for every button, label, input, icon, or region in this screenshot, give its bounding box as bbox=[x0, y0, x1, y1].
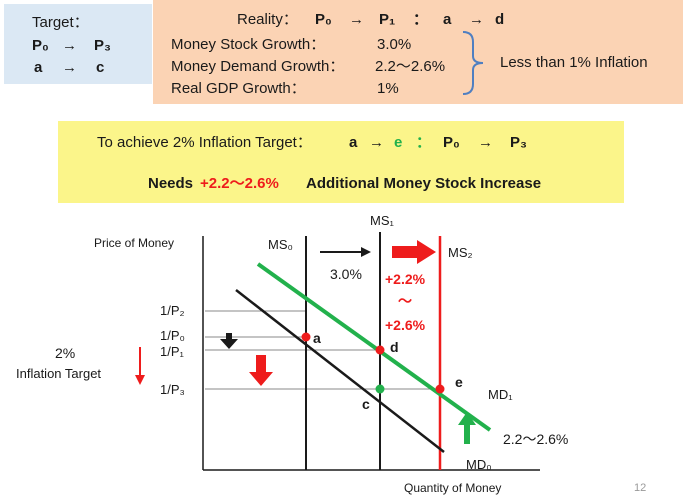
point-c-label: c bbox=[362, 396, 370, 412]
goal-e: e bbox=[394, 134, 403, 151]
md1-line bbox=[256, 262, 492, 432]
price-level-p3: 1/P₃ bbox=[160, 382, 185, 397]
slide-number: 12 bbox=[634, 482, 646, 494]
price-level-p1: 1/P₁ bbox=[160, 344, 185, 359]
ms2-shift-tilde: 〜 bbox=[398, 293, 412, 309]
price-drop-small-arrow-icon bbox=[220, 333, 238, 349]
md-shift-arrow-icon bbox=[458, 412, 476, 444]
price-level-p2: 1/P₂ bbox=[160, 303, 185, 318]
reality-summary: Less than 1% Inflation bbox=[500, 54, 648, 71]
y-axis-label: Price of Money bbox=[94, 236, 174, 250]
target-box: Target： P₀ → P₃ a → c bbox=[4, 4, 152, 84]
target-a: a bbox=[34, 59, 43, 76]
needs-label: Needs bbox=[148, 175, 194, 192]
reality-p0: P₀ bbox=[315, 11, 332, 28]
x-axis-label: Quantity of Money bbox=[404, 481, 501, 495]
inflation-target-pct: 2% bbox=[55, 345, 75, 361]
goal-arrow-1: → bbox=[369, 134, 384, 151]
real-gdp-growth-value: 1% bbox=[377, 80, 399, 97]
goal-arrow-2: → bbox=[478, 134, 493, 151]
ms-shift-value: 3.0% bbox=[330, 266, 362, 282]
reality-d: d bbox=[495, 11, 505, 28]
target-p3: P₃ bbox=[94, 37, 111, 54]
money-stock-growth-value: 3.0% bbox=[377, 36, 412, 53]
point-e-label: e bbox=[455, 374, 463, 390]
ms0-label: MS₀ bbox=[268, 237, 293, 252]
md-shift-value: 2.2〜2.6% bbox=[503, 431, 568, 447]
ms2-shift-arrow-icon bbox=[392, 240, 436, 264]
money-demand-growth-value: 2.2〜2.6% bbox=[375, 58, 446, 75]
price-level-p0: 1/P₀ bbox=[160, 328, 185, 343]
needs-rest: Additional Money Stock Increase bbox=[306, 175, 542, 192]
goal-p0: P₀ bbox=[443, 134, 460, 151]
point-d-label: d bbox=[390, 339, 399, 355]
ms2-shift-bottom: +2.6% bbox=[385, 317, 426, 333]
reality-sep: ： bbox=[413, 11, 429, 28]
goal-a: a bbox=[349, 134, 358, 151]
target-p0: P₀ bbox=[32, 37, 49, 54]
point-e-dot bbox=[435, 384, 445, 394]
target-arrow-2: → bbox=[62, 59, 77, 76]
md1-label: MD₁ bbox=[488, 387, 513, 402]
needs-value: +2.2〜2.6% bbox=[200, 175, 279, 192]
goal-colon: ： bbox=[416, 134, 432, 151]
ms2-shift-top: +2.2% bbox=[385, 271, 426, 287]
reality-a: a bbox=[443, 11, 452, 28]
real-gdp-growth-label: Real GDP Growth： bbox=[171, 80, 306, 97]
md0-label: MD₀ bbox=[466, 457, 492, 472]
point-d-dot bbox=[375, 345, 385, 355]
target-arrow-1: → bbox=[62, 37, 77, 54]
goal-p3: P₃ bbox=[510, 134, 527, 151]
reality-box: Reality： P₀ → P₁ ： a → d Money Stock Gro… bbox=[153, 0, 683, 104]
point-c-dot bbox=[375, 384, 385, 394]
ms1-label: MS₁ bbox=[370, 213, 395, 228]
reality-p1: P₁ bbox=[379, 11, 396, 28]
target-c: c bbox=[96, 59, 105, 76]
goal-text: To achieve 2% Inflation Target： bbox=[97, 134, 312, 151]
reality-arrow-1: → bbox=[349, 11, 364, 28]
money-demand-growth-label: Money Demand Growth： bbox=[171, 58, 345, 75]
target-title: Target： bbox=[32, 14, 89, 31]
reality-arrow-2: → bbox=[469, 11, 484, 28]
ms2-label: MS₂ bbox=[448, 245, 473, 260]
reality-title: Reality： bbox=[237, 11, 298, 28]
curly-brace-icon bbox=[462, 31, 484, 95]
money-stock-growth-label: Money Stock Growth： bbox=[171, 36, 326, 53]
point-a-dot bbox=[301, 332, 311, 342]
md0-line bbox=[235, 289, 445, 453]
price-drop-red-arrow-icon bbox=[249, 355, 273, 386]
goal-box: To achieve 2% Inflation Target： a → e ： … bbox=[58, 121, 624, 203]
point-a-label: a bbox=[313, 330, 321, 346]
inflation-target-label: Inflation Target bbox=[16, 366, 101, 381]
